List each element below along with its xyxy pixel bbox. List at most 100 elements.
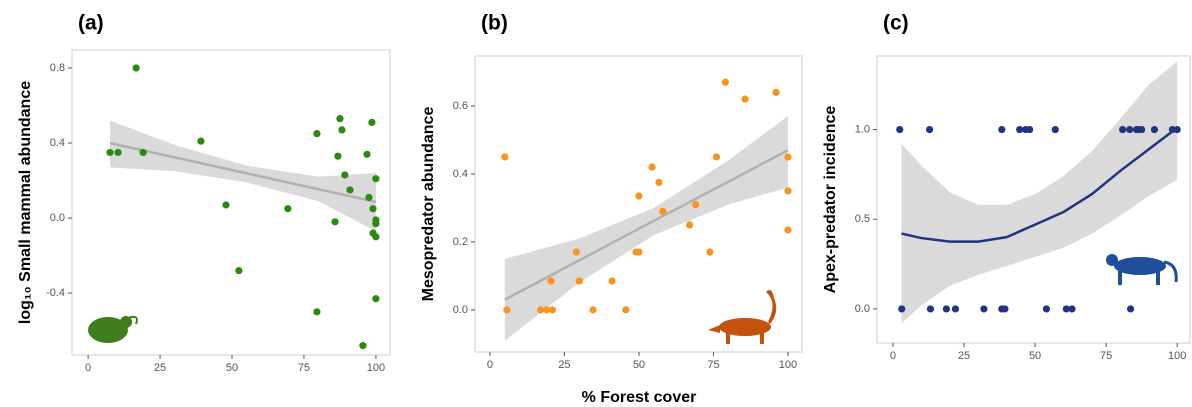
point — [548, 306, 557, 314]
x-tick-label: 50 — [226, 362, 238, 374]
point — [951, 305, 960, 313]
point — [284, 205, 292, 213]
point — [197, 137, 205, 145]
point — [1126, 305, 1135, 313]
y-tick-label: 0.0 — [855, 303, 870, 315]
point — [784, 226, 792, 234]
panel-label: (a) — [78, 12, 104, 35]
y-tick-label: 0.5 — [855, 213, 870, 225]
y-tick-label: 0.6 — [453, 100, 468, 112]
point — [1042, 305, 1051, 313]
point — [1051, 125, 1059, 134]
point — [1119, 125, 1127, 134]
point — [691, 200, 700, 209]
point — [341, 171, 349, 179]
x-tick-label: 25 — [154, 362, 166, 374]
y-tick-label: 1.0 — [855, 123, 870, 135]
y-tick-label: 0.0 — [453, 304, 468, 316]
x-tick-label: 100 — [1168, 350, 1186, 362]
y-axis-label: Mesopredator abundance — [420, 107, 437, 302]
point — [925, 125, 934, 134]
point — [372, 295, 380, 303]
cougar-icon — [1106, 254, 1178, 285]
point — [235, 266, 243, 275]
point — [1138, 125, 1146, 134]
x-tick-label: 100 — [367, 362, 385, 374]
point — [1150, 125, 1159, 134]
point — [998, 125, 1006, 134]
x-axis-label: % Forest cover — [582, 389, 697, 406]
confidence-band — [901, 61, 1178, 324]
point — [659, 207, 667, 215]
point — [222, 201, 230, 209]
confidence-band — [504, 116, 788, 341]
fit-line — [901, 126, 1178, 243]
point — [608, 277, 616, 285]
point — [980, 305, 988, 313]
point — [648, 163, 656, 171]
x-tick-label: 0 — [890, 350, 896, 362]
point — [503, 306, 511, 314]
x-tick-label: 50 — [633, 359, 645, 371]
panel-label: (b) — [481, 12, 508, 35]
point — [338, 126, 346, 134]
x-tick-label: 50 — [1029, 350, 1041, 362]
point — [542, 306, 551, 314]
point — [575, 277, 583, 285]
point — [372, 233, 380, 241]
point — [372, 175, 380, 183]
point — [1016, 125, 1024, 134]
point — [1062, 305, 1070, 313]
point — [686, 221, 694, 229]
y-tick-label: 0.2 — [453, 236, 468, 248]
point — [572, 248, 580, 256]
mouse-icon — [88, 315, 138, 343]
point — [346, 186, 354, 194]
point — [784, 187, 792, 195]
point — [369, 205, 377, 213]
x-tick-label: 25 — [558, 359, 570, 371]
x-tick-label: 75 — [298, 362, 310, 374]
point — [784, 153, 792, 161]
point — [1126, 125, 1134, 134]
y-axis-label: Apex-predator incidence — [822, 106, 839, 294]
point — [334, 152, 342, 160]
y-tick-label: 0.4 — [50, 137, 65, 149]
point — [363, 150, 371, 158]
point — [926, 305, 935, 313]
point — [706, 248, 714, 256]
confidence-band — [109, 120, 376, 232]
point — [721, 78, 729, 86]
y-tick-label: 0.8 — [50, 62, 65, 74]
point — [1173, 125, 1181, 134]
point — [139, 148, 147, 157]
point — [622, 306, 630, 314]
coati-icon — [708, 290, 777, 344]
y-axis-label: log₁₀ Small mammal abundance — [17, 81, 34, 324]
fit-line — [109, 141, 377, 204]
point — [741, 95, 749, 103]
point — [772, 88, 780, 96]
point — [712, 153, 721, 161]
point — [106, 148, 114, 157]
x-tick-label: 0 — [487, 359, 493, 371]
point — [547, 277, 555, 285]
point — [896, 125, 904, 134]
point — [1001, 305, 1009, 313]
point — [1068, 305, 1076, 313]
point — [331, 218, 339, 226]
point — [635, 192, 643, 200]
point — [313, 308, 321, 316]
point — [372, 220, 380, 228]
point — [635, 248, 643, 256]
point — [501, 153, 509, 161]
point — [336, 115, 344, 123]
y-tick-label: -0.4 — [46, 287, 65, 299]
y-tick-label: 0.4 — [453, 168, 468, 180]
point — [368, 118, 376, 127]
point — [942, 305, 950, 313]
point — [536, 306, 545, 314]
y-tick-label: 0.0 — [50, 212, 65, 224]
x-tick-label: 75 — [707, 359, 719, 371]
